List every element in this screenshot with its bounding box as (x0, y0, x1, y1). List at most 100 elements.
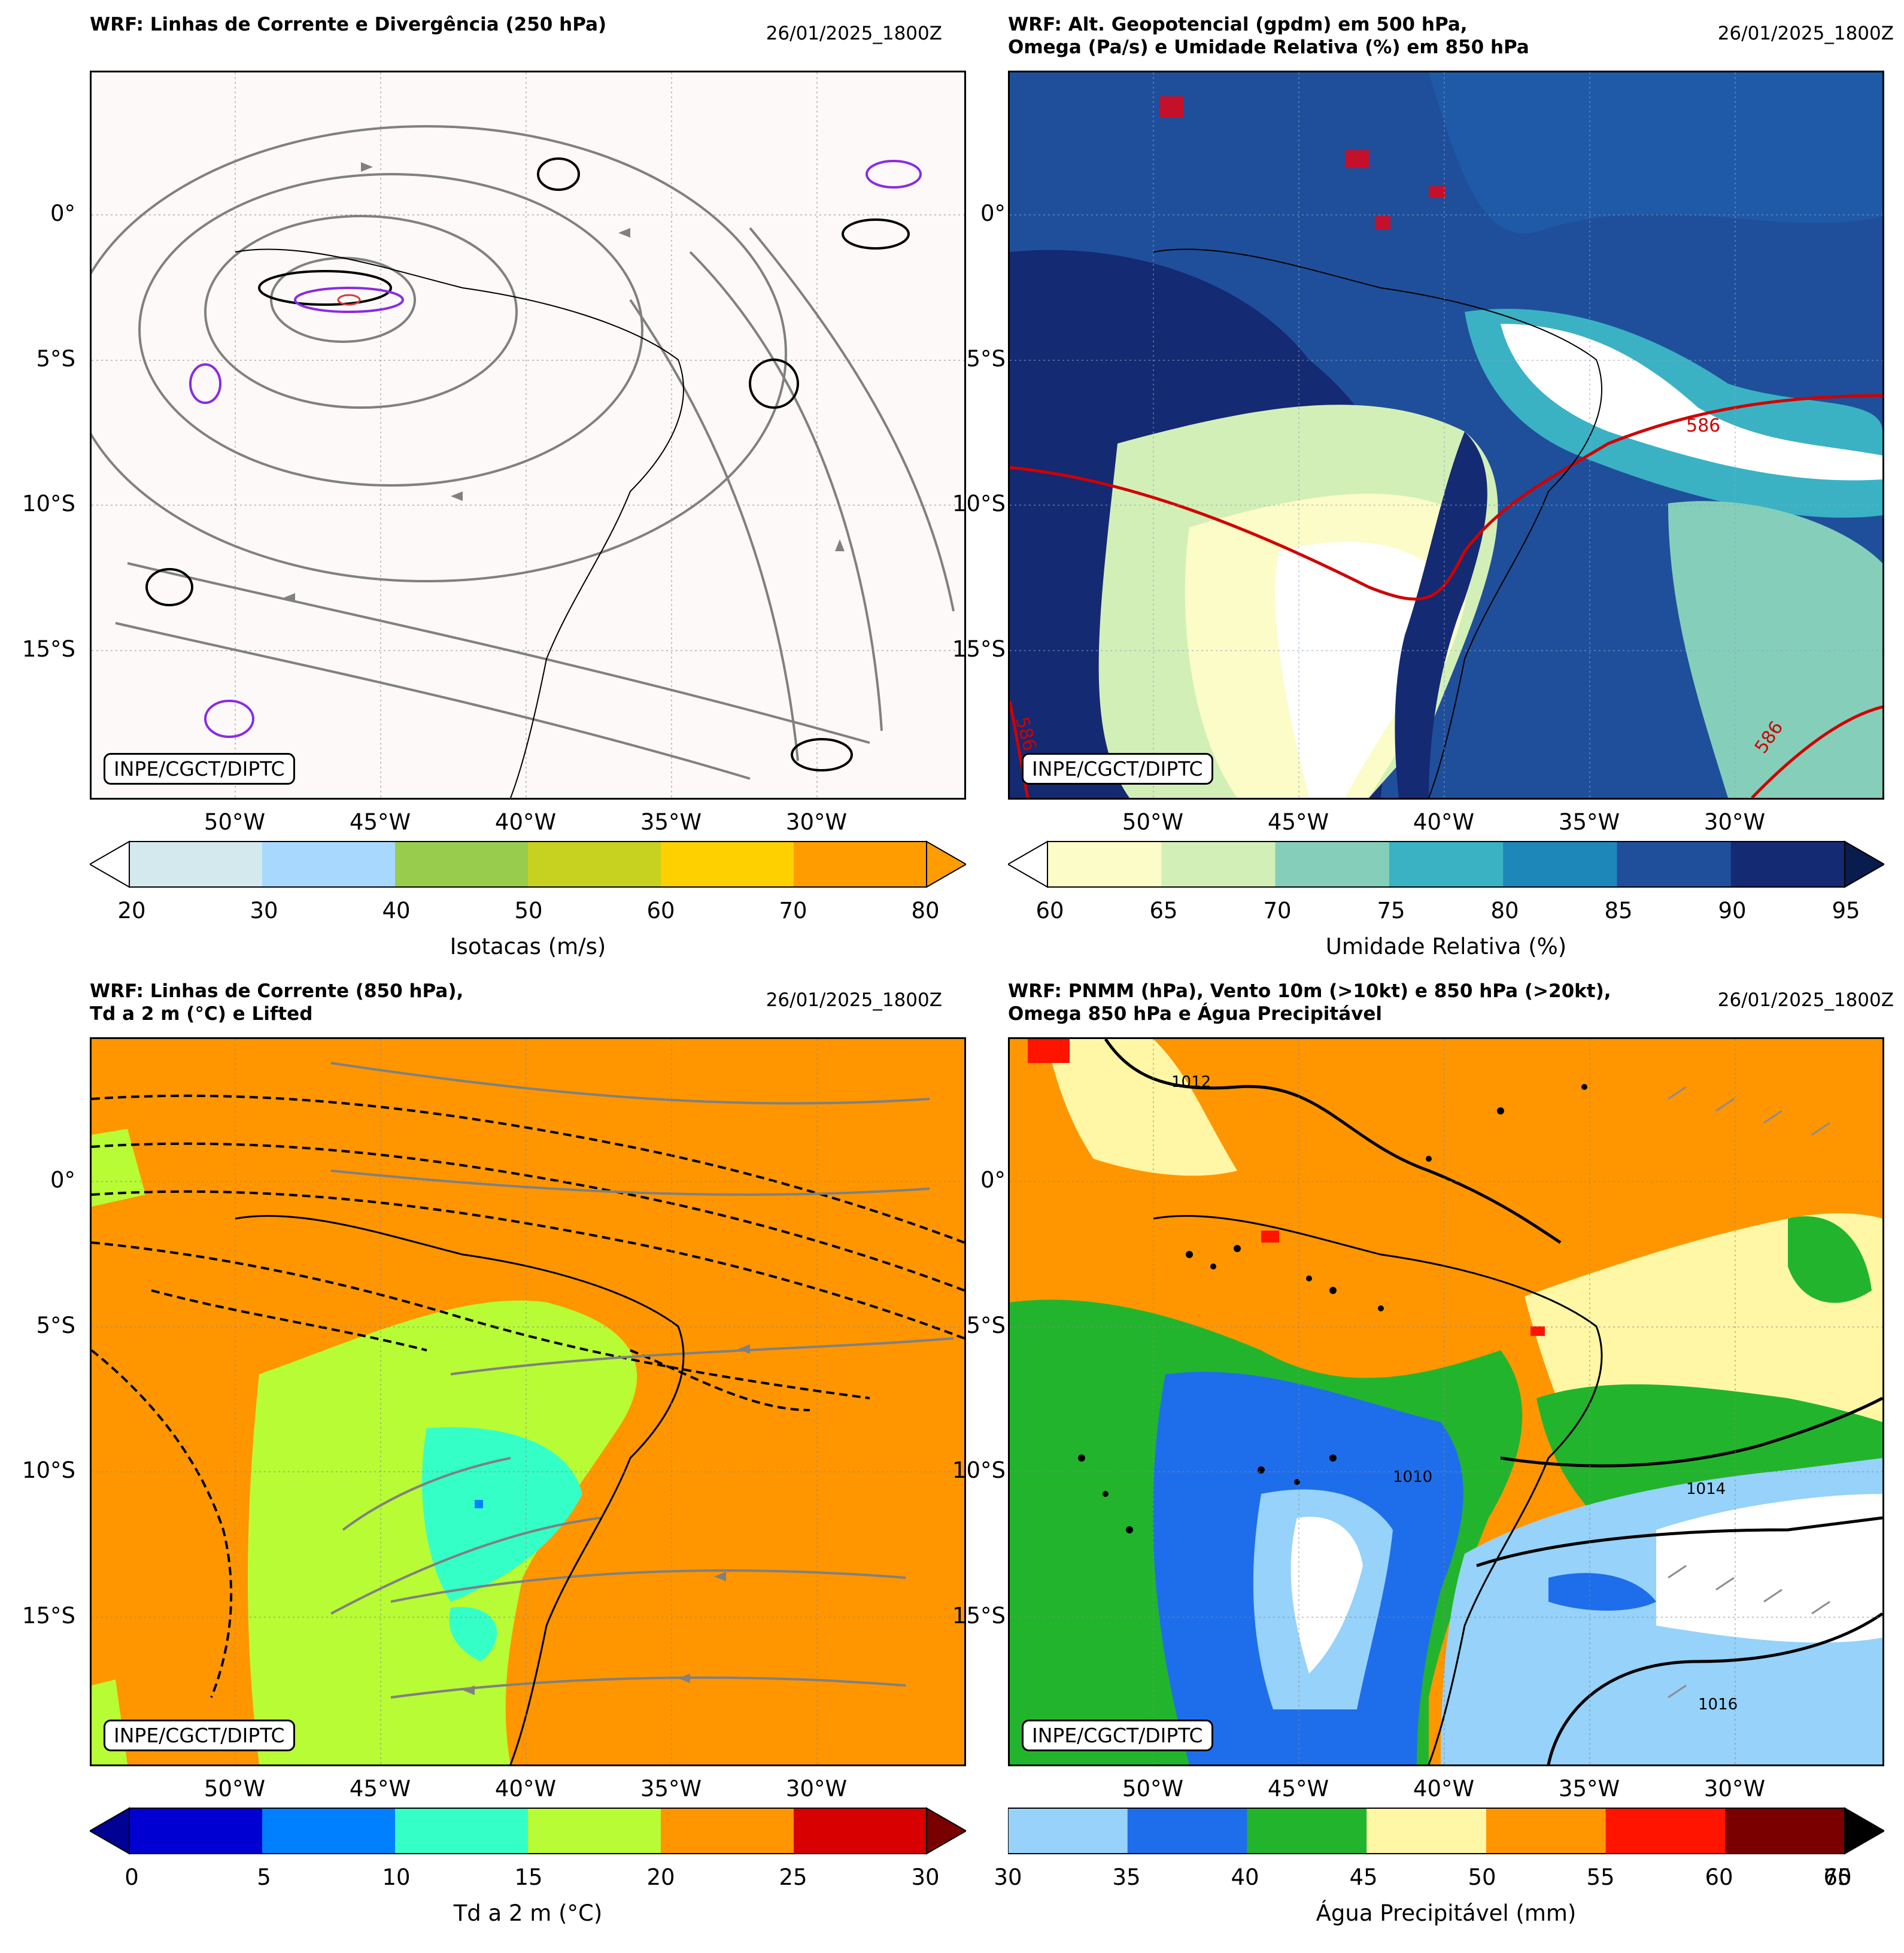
lat-label-5s: 5°S (36, 1313, 75, 1338)
colorbar-tick: 15 (514, 1864, 543, 1890)
colorbar-tick: 20 (117, 898, 146, 924)
colorbar-segment (1047, 842, 1162, 887)
colorbar-tick: 60 (1035, 898, 1064, 924)
colorbar-tick: 20 (646, 1864, 675, 1890)
colorbar-outline (1008, 1808, 1845, 1854)
colorbar-tick: 85 (1604, 898, 1633, 924)
lat-label-10s: 10°S (952, 1457, 1006, 1483)
colorbar-segment (395, 842, 529, 887)
colorbar-tick: 60 (1705, 1864, 1733, 1890)
colorbar-segment (1008, 1808, 1128, 1854)
panel-streamlines-850-dewpoint: WRF: Linhas de Corrente (850 hPa), Td a … (0, 967, 966, 1943)
colorbar-segment (661, 1808, 794, 1854)
colorbar-label: Isotacas (m/s) (450, 934, 606, 959)
attribution-badge: INPE/CGCT/DIPTC (1022, 1720, 1213, 1751)
lon-label-35w: 35°W (640, 1776, 702, 1802)
panel-streamlines-250: WRF: Linhas de Corrente e Divergência (2… (0, 0, 966, 976)
colorbar-extend-high (1844, 840, 1884, 888)
colorbar-extend-high (1844, 1807, 1884, 1855)
colorbar-segment (262, 842, 396, 887)
colorbar-outline (129, 841, 927, 888)
colorbar-segment (794, 1808, 927, 1854)
colorbar-tick: 70 (1263, 898, 1292, 924)
panel-mslp-precipitable-water: WRF: PNMM (hPa), Vento 10m (>10kt) e 850… (952, 967, 1903, 1943)
lat-label-10s: 10°S (952, 491, 1006, 517)
isobar-label: 1012 (1171, 1073, 1211, 1091)
attribution-badge: INPE/CGCT/DIPTC (1022, 753, 1213, 785)
colorbar-segment (262, 1808, 396, 1854)
colorbar-tick: 25 (779, 1864, 807, 1890)
colorbar-label: Umidade Relativa (%) (1325, 934, 1567, 959)
lon-label-50w: 50°W (1122, 809, 1184, 835)
lat-label-0: 0° (50, 201, 75, 226)
colorbar-tick: 80 (911, 898, 940, 924)
colorbar-tick: 40 (382, 898, 411, 924)
colorbar-tick: 75 (1377, 898, 1405, 924)
panel-timestamp: 26/01/2025_1800Z (766, 989, 942, 1011)
colorbar (1008, 840, 1884, 888)
colorbar-segment (1503, 842, 1617, 887)
colorbar-segment (1617, 842, 1732, 887)
isobar-label: 1016 (1698, 1696, 1738, 1714)
colorbar-segment (794, 842, 927, 887)
colorbar-tick: 30 (911, 1864, 940, 1890)
map-area: 1012 1014 1016 1010 (1008, 1037, 1884, 1766)
colorbar-tick: 40 (1231, 1864, 1259, 1890)
panel-timestamp: 26/01/2025_1800Z (766, 23, 942, 44)
lon-label-30w: 30°W (1703, 1776, 1766, 1802)
panel-title: WRF: Alt. Geopotencial (gpdm) em 500 hPa… (1008, 14, 1529, 58)
lat-label-15s: 15°S (952, 636, 1006, 662)
lat-label-0: 0° (980, 201, 1006, 226)
colorbar-tick: 95 (1832, 898, 1860, 924)
lon-label-50w: 50°W (204, 1776, 266, 1802)
colorbar-tick: 80 (1490, 898, 1519, 924)
panel-timestamp: 26/01/2025_1800Z (1717, 23, 1894, 44)
lon-label-50w: 50°W (204, 809, 266, 835)
map-area: INPE/CGCT/DIPTC (90, 71, 966, 800)
colorbar (1008, 1807, 1884, 1855)
colorbar-extend-low (90, 1807, 130, 1855)
map-area: 586 586 586 INPE/CGCT/DIPTC (1008, 71, 1884, 800)
panel-title: WRF: PNMM (hPa), Vento 10m (>10kt) e 850… (1008, 980, 1611, 1025)
panel-timestamp: 26/01/2025_1800Z (1717, 989, 1894, 1011)
isoline-label: 586 (1686, 415, 1720, 436)
attribution-badge: INPE/CGCT/DIPTC (104, 753, 295, 785)
colorbar-tick: 30 (994, 1864, 1022, 1890)
colorbar-segment (661, 842, 794, 887)
isobar-label: 1014 (1686, 1480, 1726, 1498)
colorbar-segment (1486, 1808, 1607, 1854)
colorbar-tick: 55 (1586, 1864, 1615, 1890)
lon-label-40w: 40°W (494, 809, 557, 835)
colorbar-segment (1389, 842, 1504, 887)
colorbar-tick: 35 (1112, 1864, 1141, 1890)
lon-label-30w: 30°W (785, 809, 848, 835)
panel-title: WRF: Linhas de Corrente (850 hPa), Td a … (90, 980, 464, 1025)
colorbar-segment (1161, 842, 1276, 887)
colorbar-outline (129, 1808, 927, 1854)
colorbar-segment (1127, 1808, 1247, 1854)
colorbar-segment (528, 842, 661, 887)
colorbar-segment (1725, 1808, 1845, 1854)
colorbar-tick: 90 (1718, 898, 1747, 924)
colorbar-segment (129, 842, 263, 887)
lat-label-0: 0° (980, 1167, 1006, 1193)
lon-label-45w: 45°W (349, 809, 411, 835)
lon-label-50w: 50°W (1122, 1776, 1184, 1802)
lon-label-40w: 40°W (1413, 809, 1475, 835)
lat-label-5s: 5°S (36, 346, 75, 372)
colorbar-extend-low (90, 840, 130, 888)
lat-label-15s: 15°S (22, 636, 75, 662)
colorbar-extend-low (1008, 840, 1048, 888)
colorbar-segment (1366, 1808, 1487, 1854)
colorbar-segment (129, 1808, 263, 1854)
colorbar-tick: 45 (1349, 1864, 1378, 1890)
colorbar-segment (1730, 842, 1845, 887)
lat-label-15s: 15°S (22, 1603, 75, 1629)
lat-label-10s: 10°S (22, 491, 75, 517)
lat-label-5s: 5°S (966, 346, 1006, 372)
colorbar-label: Td a 2 m (°C) (453, 1900, 603, 1926)
colorbar-tick: 60 (646, 898, 675, 924)
colorbar-outline (1047, 841, 1845, 888)
colorbar-label: Água Precipitável (mm) (1316, 1900, 1577, 1926)
lat-label-10s: 10°S (22, 1457, 75, 1483)
